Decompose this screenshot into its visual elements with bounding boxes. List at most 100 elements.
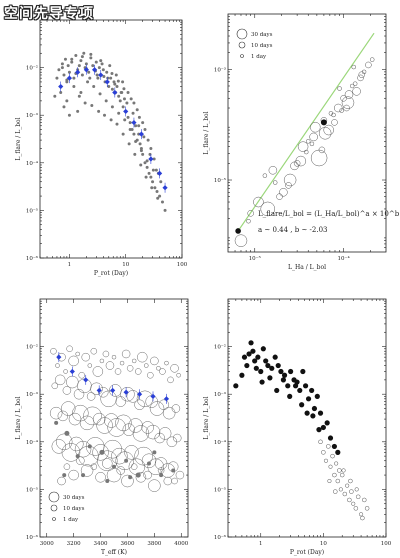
data-point <box>274 387 280 394</box>
data-point <box>321 450 326 455</box>
data-point <box>91 64 95 68</box>
data-point <box>67 113 71 117</box>
median-point <box>96 387 102 394</box>
data-point <box>292 383 299 389</box>
data-point <box>343 104 350 112</box>
data-point <box>80 55 84 59</box>
x-axis-label: P_rot (Day) <box>290 549 324 556</box>
data-point <box>89 52 93 56</box>
data-point <box>141 453 157 468</box>
data-point <box>110 72 114 76</box>
data-point <box>135 472 141 478</box>
data-point <box>63 463 71 470</box>
data-point <box>331 443 338 450</box>
data-point <box>54 420 59 425</box>
data-point <box>104 413 119 428</box>
data-point <box>265 362 271 369</box>
x-tick-label: 1 <box>259 541 263 547</box>
y-tick-label: 10⁻³ <box>26 391 38 398</box>
data-point <box>95 73 99 77</box>
data-point <box>57 68 61 72</box>
data-point <box>141 421 154 434</box>
data-point <box>139 149 143 153</box>
data-point <box>89 56 93 60</box>
data-point <box>137 115 141 119</box>
data-point <box>154 168 158 172</box>
data-point <box>103 439 122 459</box>
data-point <box>121 105 125 109</box>
data-point <box>250 348 256 354</box>
median-point <box>157 170 163 176</box>
data-point <box>255 354 261 360</box>
data-point <box>49 406 63 420</box>
data-point <box>285 383 291 389</box>
data-point <box>278 368 284 375</box>
data-point <box>272 180 278 185</box>
data-point <box>137 351 148 363</box>
data-point <box>149 175 153 179</box>
data-point <box>98 92 102 96</box>
data-point <box>100 62 104 66</box>
data-point <box>64 430 70 436</box>
data-point <box>158 399 170 411</box>
data-point <box>68 469 79 481</box>
data-point <box>87 444 92 449</box>
data-point <box>115 414 132 432</box>
data-point <box>99 59 103 63</box>
legend-label: 10 days <box>251 43 273 49</box>
data-point <box>105 70 109 74</box>
legend-marker <box>238 41 246 49</box>
data-point <box>323 458 329 463</box>
fit-line <box>237 32 375 232</box>
data-point <box>137 124 141 128</box>
data-point <box>172 433 182 443</box>
data-point <box>135 108 139 112</box>
data-point <box>143 128 147 132</box>
data-point <box>99 449 105 455</box>
data-point <box>167 376 174 384</box>
data-point <box>78 372 85 379</box>
data-point <box>305 139 311 144</box>
y-tick-label: 10⁻³ <box>26 112 38 119</box>
data-point <box>334 461 339 466</box>
data-point <box>143 470 152 480</box>
median-point <box>66 75 73 81</box>
data-point <box>149 401 165 416</box>
data-point <box>97 450 118 471</box>
data-point <box>295 155 307 167</box>
data-point <box>151 180 155 184</box>
data-point <box>365 61 372 69</box>
y-tick-label: 10⁻⁴ <box>26 439 39 446</box>
data-point <box>316 427 322 433</box>
data-point <box>97 109 101 113</box>
data-point <box>132 101 136 105</box>
data-point <box>124 458 129 463</box>
data-point <box>158 427 172 440</box>
data-point <box>112 464 116 469</box>
data-point <box>117 111 121 115</box>
data-point <box>297 387 303 394</box>
y-tick-label: 10⁻² <box>26 344 38 351</box>
median-point <box>56 354 62 360</box>
data-point <box>84 62 88 66</box>
data-point <box>55 433 73 451</box>
data-point <box>138 142 142 146</box>
fit-equation: L_flare/L_bol = (L_Ha/L_bol)^a × 10^b <box>258 210 400 218</box>
data-point <box>119 90 123 94</box>
data-point <box>55 363 60 368</box>
data-point <box>339 108 344 113</box>
median-point <box>148 156 154 162</box>
data-point <box>145 165 149 169</box>
data-point <box>262 173 268 178</box>
data-point <box>121 474 134 488</box>
x-axis-label: T_eff (K) <box>101 549 127 556</box>
data-point <box>327 435 334 441</box>
data-point <box>86 80 90 84</box>
data-point <box>134 368 142 375</box>
legend-marker <box>236 28 248 40</box>
data-point <box>109 76 113 80</box>
data-point <box>154 432 165 444</box>
plot-frame <box>39 19 183 259</box>
data-point <box>170 364 179 373</box>
median-point <box>69 368 75 375</box>
